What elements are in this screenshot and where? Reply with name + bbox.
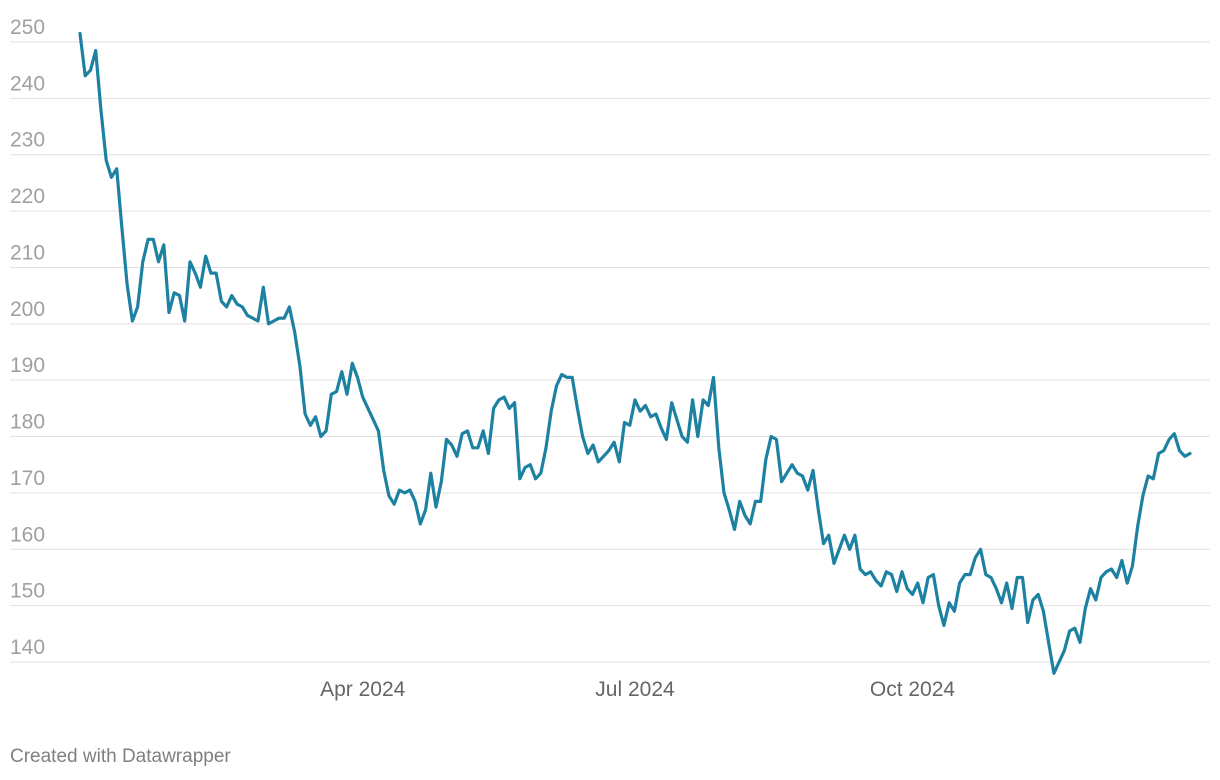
- y-tick-label: 250: [10, 16, 45, 39]
- x-tick-label: Apr 2024: [320, 678, 406, 701]
- y-tick-label: 210: [10, 241, 45, 264]
- y-tick-label: 180: [10, 411, 45, 434]
- y-tick-label: 240: [10, 72, 45, 95]
- y-tick-label: 190: [10, 354, 45, 377]
- y-tick-label: 150: [10, 580, 45, 603]
- line: [78, 31, 1192, 675]
- y-tick-label: 230: [10, 129, 45, 152]
- y-tick-label: 140: [10, 636, 45, 659]
- credit: Created with Datawrapper: [10, 746, 231, 767]
- x-tick-label: Jul 2024: [595, 678, 675, 701]
- x-tick-label: Oct 2024: [870, 678, 956, 701]
- y-tick-label: 160: [10, 523, 45, 546]
- y-tick-label: 200: [10, 298, 45, 321]
- y-tick-label: 220: [10, 185, 45, 208]
- y-tick-label: 170: [10, 467, 45, 490]
